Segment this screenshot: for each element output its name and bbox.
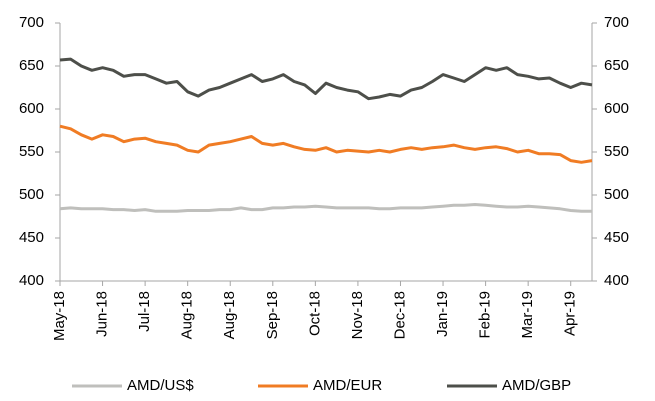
y-tick-label: 450: [19, 229, 44, 246]
y-tick-label: 400: [19, 272, 44, 289]
y2-tick-label: 400: [604, 272, 629, 289]
legend-label: AMD/EUR: [313, 377, 382, 394]
x-tick-label: Dec-18: [391, 291, 408, 339]
legend-label: AMD/US$: [127, 377, 194, 394]
x-tick-label: Mar-19: [519, 291, 536, 339]
x-tick-label: Feb-19: [477, 291, 494, 339]
x-tick-label: Jan-19: [434, 291, 451, 337]
y-tick-label: 600: [19, 100, 44, 117]
y2-tick-label: 700: [604, 14, 629, 31]
x-tick-label: Apr-19: [562, 291, 579, 336]
y2-tick-label: 450: [604, 229, 629, 246]
y2-tick-label: 500: [604, 186, 629, 203]
x-tick-label: Jul-18: [136, 291, 153, 332]
x-tick-label: Aug-18: [179, 291, 196, 339]
y2-tick-label: 650: [604, 57, 629, 74]
line-series: [59, 203, 592, 213]
y-tick-label: 550: [19, 143, 44, 160]
x-tick-label: Oct-18: [306, 291, 323, 336]
y-tick-label: 700: [19, 14, 44, 31]
legend-label: AMD/GBP: [502, 377, 571, 394]
line-series: [59, 57, 593, 101]
x-tick-label: Sep-18: [264, 291, 281, 339]
x-tick-label: Nov-18: [349, 291, 366, 339]
y-tick-label: 500: [19, 186, 44, 203]
x-tick-label: Aug-18: [221, 291, 238, 339]
y2-tick-label: 550: [604, 143, 629, 160]
y2-tick-label: 600: [604, 100, 629, 117]
x-tick-label: Jun-18: [94, 291, 111, 337]
y-tick-label: 650: [19, 57, 44, 74]
line-series: [59, 124, 593, 164]
x-tick-label: May-18: [51, 291, 68, 341]
